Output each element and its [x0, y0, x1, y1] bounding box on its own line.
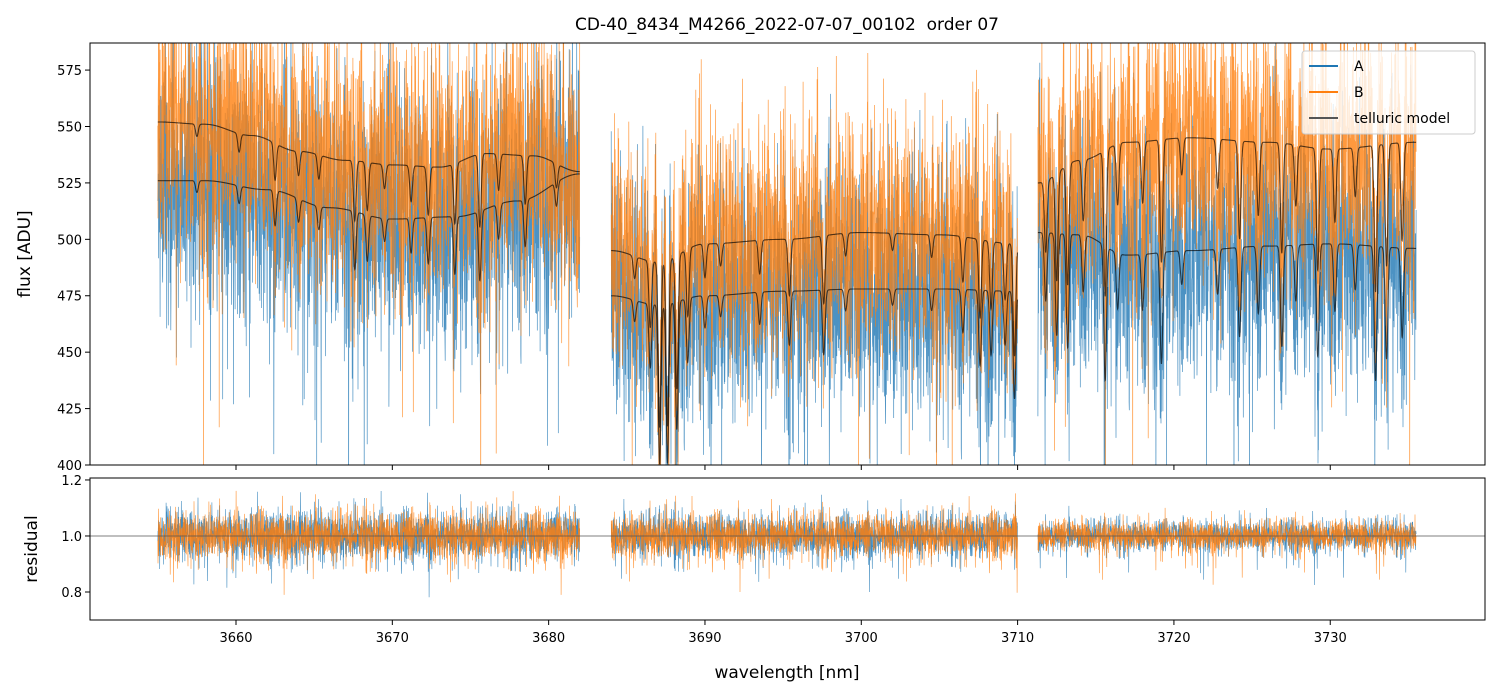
- legend-box: [1301, 50, 1476, 135]
- y-tick-label-top: 550: [57, 120, 82, 135]
- x-tick-label: 3660: [219, 631, 252, 646]
- legend-label-b: B: [1354, 85, 1364, 101]
- top-plot-area: [157, 43, 1417, 465]
- bottom-axes-frame: [89, 477, 1486, 621]
- telluric-model-b-segment-1: [157, 121, 580, 229]
- x-axis-label: wavelength [nm]: [714, 663, 859, 683]
- legend: A B telluric model: [1301, 50, 1476, 135]
- telluric-model-a-segment-2: [611, 288, 1019, 465]
- y-tick-label-bottom: 0.8: [61, 586, 82, 601]
- series-a-segment-1: [157, 43, 581, 465]
- y-tick-label-top: 425: [57, 403, 82, 418]
- x-tick-label: 3710: [1001, 631, 1034, 646]
- legend-label-a: A: [1354, 59, 1364, 75]
- telluric-model-b-segment-2: [611, 232, 1019, 428]
- chart-title: CD-40_8434_M4266_2022-07-07_00102 order …: [575, 15, 999, 35]
- y-tick-label-top: 450: [57, 346, 82, 361]
- x-tick-label: 3680: [532, 631, 565, 646]
- legend-label-telluric: telluric model: [1354, 111, 1450, 127]
- bottom-y-axis-label: residual: [22, 515, 42, 582]
- series-b-segment-1: [157, 43, 581, 465]
- x-tick-label: 3720: [1157, 631, 1190, 646]
- y-tick-label-top: 400: [57, 459, 82, 474]
- residual-b-segment-1: [157, 490, 580, 595]
- bottom-plot-area: [90, 490, 1485, 598]
- y-tick-label-top: 500: [57, 233, 82, 248]
- top-axes-frame: [89, 42, 1486, 466]
- series-b-segment-3: [1037, 43, 1417, 465]
- bottom-panel: 3660 3670 3680 3690 3700 3710 3720 3730 0.8 1.0 1.…: [61, 474, 1486, 646]
- y-tick-label-top: 525: [57, 177, 82, 192]
- y-tick-label-bottom: 1.2: [61, 474, 82, 489]
- x-tick-label: 3700: [845, 631, 878, 646]
- telluric-model-a-segment-1: [157, 173, 580, 282]
- y-tick-label-top: 575: [57, 64, 82, 79]
- telluric-model-b-segment-3: [1037, 137, 1417, 297]
- x-tick-label: 3690: [688, 631, 721, 646]
- x-tick-label: 3670: [376, 631, 409, 646]
- top-y-axis-label: flux [ADU]: [15, 210, 35, 297]
- residual-a-segment-2: [610, 494, 1018, 593]
- telluric-model-a-segment-3: [1037, 232, 1417, 383]
- y-tick-label-top: 475: [57, 290, 82, 305]
- top-panel: 400 425 450 475 500 525 550 575: [57, 42, 1486, 474]
- x-tick-label: 3730: [1314, 631, 1347, 646]
- y-tick-label-bottom: 1.0: [61, 530, 82, 545]
- residual-b-segment-2: [610, 493, 1018, 593]
